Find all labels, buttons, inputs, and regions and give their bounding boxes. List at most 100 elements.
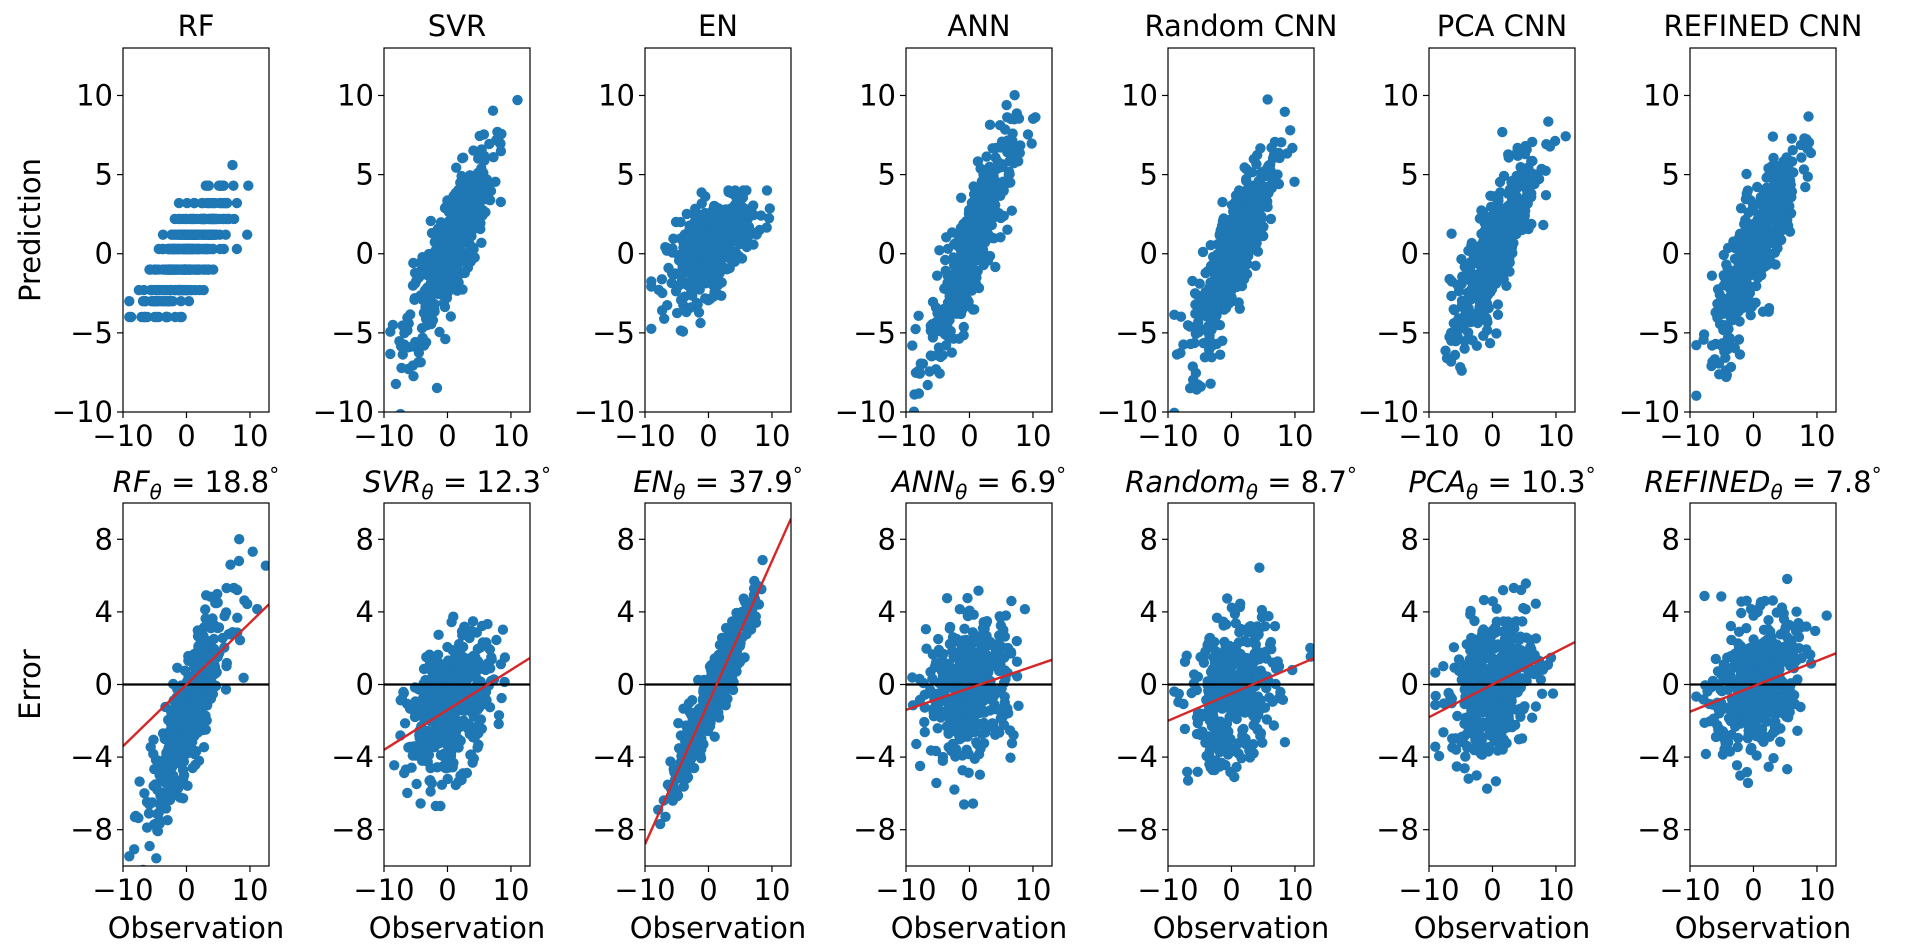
data-point: [950, 712, 962, 724]
y-tick-label: 5: [878, 158, 896, 192]
data-point: [933, 633, 944, 645]
data-point: [1706, 360, 1717, 372]
data-point: [962, 592, 973, 604]
y-tick-label: 0: [617, 668, 635, 702]
data-point: [1205, 378, 1216, 389]
data-point: [168, 773, 179, 784]
data-point: [445, 311, 456, 322]
data-point: [1518, 171, 1529, 182]
data-point: [1279, 106, 1291, 118]
data-point: [1796, 152, 1807, 163]
data-point: [721, 639, 733, 651]
data-point: [399, 767, 410, 779]
data-point: [232, 584, 243, 596]
data-point: [1465, 294, 1476, 305]
data-point: [1265, 213, 1277, 225]
data-point: [1005, 752, 1016, 763]
data-point: [403, 363, 414, 375]
data-point: [1218, 216, 1229, 228]
data-point: [1706, 340, 1718, 351]
data-point: [977, 707, 988, 718]
data-point: [715, 215, 726, 226]
data-point: [646, 323, 657, 334]
scatter-points: [124, 159, 254, 323]
x-tick-label: −10: [614, 419, 675, 453]
data-point: [399, 339, 410, 350]
data-point: [408, 371, 419, 382]
data-point: [415, 798, 426, 809]
data-point: [930, 745, 942, 757]
data-point: [953, 241, 964, 252]
data-point: [194, 284, 205, 296]
data-point: [243, 180, 254, 191]
data-point: [137, 296, 149, 307]
y-tick-label: −4: [70, 740, 113, 774]
data-point: [459, 705, 471, 716]
data-point: [1491, 328, 1502, 339]
y-tick-label: −5: [853, 316, 896, 350]
data-point: [1752, 272, 1764, 283]
data-point: [1255, 230, 1266, 241]
data-point: [1455, 362, 1466, 373]
data-point: [1799, 133, 1810, 144]
data-point: [1762, 228, 1773, 239]
data-point: [1782, 220, 1794, 231]
data-point: [981, 222, 992, 233]
data-point: [429, 742, 440, 753]
y-tick-label: 10: [76, 78, 113, 112]
y-tick-label: 5: [356, 158, 374, 192]
data-point: [1738, 288, 1749, 300]
fit-line: [645, 518, 791, 845]
data-point: [1206, 288, 1217, 299]
data-point: [987, 212, 999, 224]
data-point: [442, 773, 453, 785]
data-point: [1526, 155, 1537, 167]
data-point: [184, 264, 196, 275]
data-point: [966, 692, 977, 704]
data-point: [751, 229, 762, 240]
data-point: [463, 718, 474, 730]
data-point: [1734, 228, 1746, 239]
data-point: [990, 729, 1001, 740]
data-point: [1479, 226, 1490, 238]
data-point: [951, 308, 962, 319]
data-point: [764, 203, 775, 214]
data-point: [227, 159, 238, 171]
data-point: [491, 634, 502, 646]
data-point: [684, 259, 696, 270]
data-point: [1273, 178, 1285, 190]
data-point: [189, 197, 200, 209]
data-point: [188, 213, 199, 225]
data-point: [939, 706, 951, 717]
data-point: [1222, 288, 1233, 299]
y-tick-label: −4: [853, 740, 896, 774]
data-point: [1194, 278, 1205, 289]
data-point: [936, 665, 947, 677]
data-point: [941, 593, 953, 604]
data-point: [1244, 225, 1256, 237]
data-point: [1800, 181, 1811, 193]
data-point: [1725, 361, 1737, 373]
data-point: [673, 268, 684, 280]
x-tick-label: 0: [438, 873, 456, 907]
data-point: [687, 290, 698, 301]
data-point: [425, 215, 436, 227]
data-point: [1758, 250, 1770, 261]
x-tick-label: 10: [754, 419, 791, 453]
data-point: [1448, 304, 1459, 315]
data-point: [154, 765, 165, 777]
data-point: [698, 241, 710, 253]
data-point: [1002, 224, 1013, 235]
data-point: [481, 660, 492, 671]
data-point: [425, 762, 436, 774]
x-tick-label: 10: [232, 873, 269, 907]
data-point: [1714, 369, 1725, 380]
data-point: [1007, 135, 1018, 147]
data-point: [1734, 316, 1745, 327]
data-point: [1257, 610, 1269, 622]
scatter-points: [1169, 562, 1314, 786]
x-tick-label: −10: [1659, 419, 1720, 453]
data-point: [685, 754, 697, 765]
